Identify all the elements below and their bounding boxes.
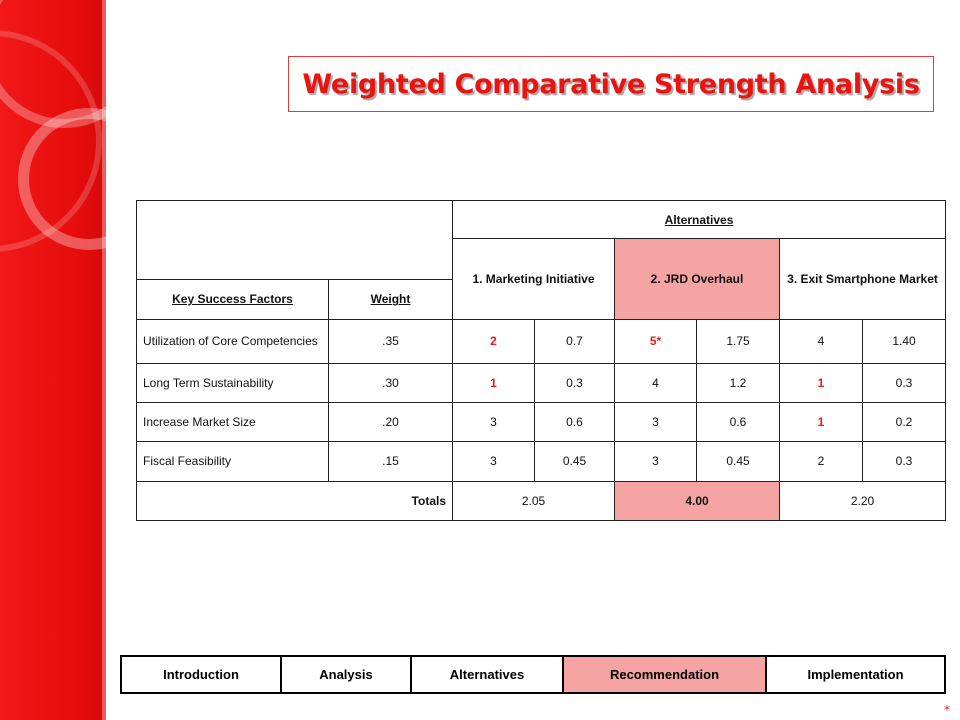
weight-header: Weight <box>328 278 453 321</box>
weighted-score-cell: 0.2 <box>861 401 947 443</box>
weight-cell: .30 <box>328 362 453 403</box>
factor-cell: Fiscal Feasibility <box>136 441 329 482</box>
score-cell: 3 <box>614 441 697 482</box>
factor-cell: Utilization of Core Competencies <box>136 319 329 364</box>
weighted-score-cell: 0.3 <box>534 362 615 403</box>
weighted-score-cell: 1.2 <box>696 362 780 403</box>
nav-item-analysis[interactable]: Analysis <box>280 655 412 694</box>
weighted-score-cell: 0.45 <box>534 441 615 482</box>
decorative-ring <box>18 108 106 250</box>
section-nav: Introduction Analysis Alternatives Recom… <box>120 655 946 694</box>
factor-cell: Increase Market Size <box>136 401 329 443</box>
weighted-score-cell: 1.75 <box>696 319 780 364</box>
weighted-score-cell: 0.3 <box>861 362 947 403</box>
totals-row: Totals 2.05 4.00 2.20 <box>136 480 947 522</box>
table-row: Increase Market Size .20 3 0.6 3 0.6 1 0… <box>136 401 947 443</box>
totals-label: Totals <box>136 480 453 522</box>
weight-cell: .20 <box>328 401 453 443</box>
weighted-score-cell: 0.45 <box>696 441 780 482</box>
alternative-3-header: 3. Exit Smartphone Market <box>778 238 947 321</box>
alternatives-header: Alternatives <box>451 199 947 240</box>
score-cell: 2 <box>779 441 863 482</box>
score-cell: 4 <box>614 362 697 403</box>
nav-item-recommendation[interactable]: Recommendation <box>562 655 767 694</box>
slide-title: Weighted Comparative Strength Analysis <box>302 68 920 100</box>
table-row: Long Term Sustainability .30 1 0.3 4 1.2… <box>136 362 947 403</box>
weighted-score-cell: 1.40 <box>861 319 947 364</box>
score-cell: 5* <box>614 319 697 364</box>
comparative-strength-table: Alternatives 1. Marketing Initiative 2. … <box>136 199 947 522</box>
weight-cell: .35 <box>328 319 453 364</box>
nav-item-introduction[interactable]: Introduction <box>120 655 282 694</box>
score-cell: 1 <box>779 401 863 443</box>
decorative-side-band <box>0 0 106 720</box>
band-edge <box>102 0 106 720</box>
nav-item-implementation[interactable]: Implementation <box>765 655 946 694</box>
table-row: Utilization of Core Competencies .35 2 0… <box>136 319 947 364</box>
alternative-2-header: 2. JRD Overhaul <box>614 238 780 321</box>
total-cell: 2.05 <box>452 480 615 522</box>
score-cell: 1 <box>779 362 863 403</box>
key-success-factors-header: Key Success Factors <box>136 278 329 321</box>
weight-cell: .15 <box>328 441 453 482</box>
weighted-score-cell: 0.3 <box>861 441 947 482</box>
total-cell: 4.00 <box>614 480 780 522</box>
score-cell: 1 <box>452 362 535 403</box>
slide-title-box: Weighted Comparative Strength Analysis <box>288 56 934 112</box>
factor-cell: Long Term Sustainability <box>136 362 329 403</box>
score-cell: 4 <box>779 319 863 364</box>
score-cell: 2 <box>452 319 535 364</box>
blank-header-cell <box>136 200 453 280</box>
total-cell: 2.20 <box>778 480 947 522</box>
weighted-score-cell: 0.6 <box>696 401 780 443</box>
score-cell: 3 <box>614 401 697 443</box>
table-row: Fiscal Feasibility .15 3 0.45 3 0.45 2 0… <box>136 441 947 482</box>
weighted-score-cell: 0.6 <box>534 401 615 443</box>
weighted-score-cell: 0.7 <box>534 319 615 364</box>
score-cell: 3 <box>452 401 535 443</box>
nav-item-alternatives[interactable]: Alternatives <box>410 655 564 694</box>
score-cell: 3 <box>452 441 535 482</box>
footer-mark: * <box>944 703 950 717</box>
alternative-1-header: 1. Marketing Initiative <box>452 238 615 321</box>
